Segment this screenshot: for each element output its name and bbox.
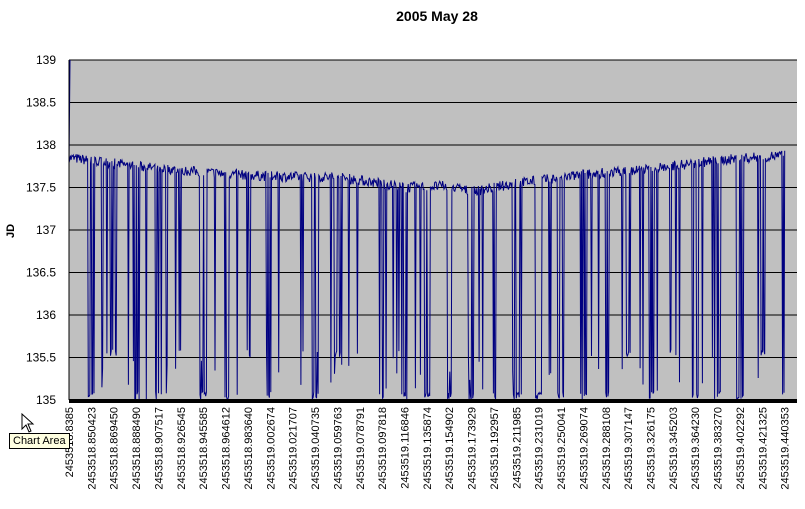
x-tick-label: 2453519.173929 [467, 407, 479, 490]
x-tick-label: 2453518.983640 [243, 407, 255, 490]
x-tick-label: 2453519.154902 [444, 407, 456, 490]
x-tick-label: 2453519.192957 [489, 407, 501, 490]
y-tick-label: 135.5 [26, 351, 56, 365]
x-tick-label: 2453519.097818 [377, 407, 389, 490]
y-tick-label: 135 [36, 393, 56, 407]
y-tick-label: 139 [36, 53, 56, 67]
x-tick-label: 2453518.8385 [64, 407, 76, 477]
x-tick-label: 2453519.040735 [310, 407, 322, 490]
x-tick-label: 2453518.888490 [131, 407, 143, 490]
series-line [68, 59, 786, 401]
y-tick-label: 137.5 [26, 181, 56, 195]
y-axis-label: JD [5, 224, 17, 238]
x-tick-label: 2453519.021707 [288, 407, 300, 490]
series-polyline [68, 59, 786, 401]
x-tick-label: 2453519.345203 [668, 407, 680, 490]
y-tick-label: 136.5 [26, 266, 56, 280]
x-tick-label: 2453519.116846 [399, 407, 411, 489]
x-tick-label: 2453519.059763 [332, 407, 344, 490]
chart-title: 2005 May 28 [396, 8, 478, 24]
x-tick-label: 2453519.231019 [534, 407, 546, 490]
x-tick-label: 2453518.964612 [221, 407, 233, 490]
x-tick-label: 2453518.869450 [109, 407, 121, 490]
x-tick-label: 2453519.250041 [556, 407, 568, 490]
x-axis-bar [69, 399, 797, 403]
y-axis-ticks: 139 138.5 138 137.5 137 136.5 136 135.5 135 [26, 53, 56, 407]
x-tick-label: 2453519.002674 [265, 407, 277, 490]
x-axis-ticks: 2453518.8385 2453518.850423 2453518.869450… [64, 407, 792, 490]
x-tick-label: 2453519.440353 [780, 407, 792, 490]
x-tick-label: 2453519.364230 [690, 407, 702, 490]
x-tick-label: 2453519.078791 [355, 407, 367, 490]
x-tick-label: 2453519.383270 [713, 407, 725, 490]
x-tick-label: 2453519.307147 [623, 407, 635, 490]
x-tick-label: 2453518.926545 [176, 407, 188, 490]
x-tick-label: 2453518.945585 [198, 407, 210, 490]
y-tick-label: 138 [36, 138, 56, 152]
x-tick-label: 2453518.907517 [153, 407, 165, 490]
y-tick-label: 136 [36, 308, 56, 322]
x-tick-label: 2453518.850423 [86, 407, 98, 490]
chart-area-tooltip: Chart Area [9, 433, 70, 449]
x-tick-label: 2453519.402292 [735, 407, 747, 490]
mouse-cursor-icon [21, 413, 35, 433]
y-tick-label: 137 [36, 223, 56, 237]
x-tick-label: 2453519.326175 [646, 407, 658, 490]
x-tick-label: 2453519.269074 [578, 407, 590, 490]
x-tick-label: 2453519.211985 [511, 407, 523, 489]
y-tick-label: 138.5 [26, 96, 56, 110]
x-tick-label: 2453519.421325 [757, 407, 769, 490]
x-tick-label: 2453519.288108 [601, 407, 613, 490]
x-tick-label: 2453519.135874 [422, 407, 434, 490]
